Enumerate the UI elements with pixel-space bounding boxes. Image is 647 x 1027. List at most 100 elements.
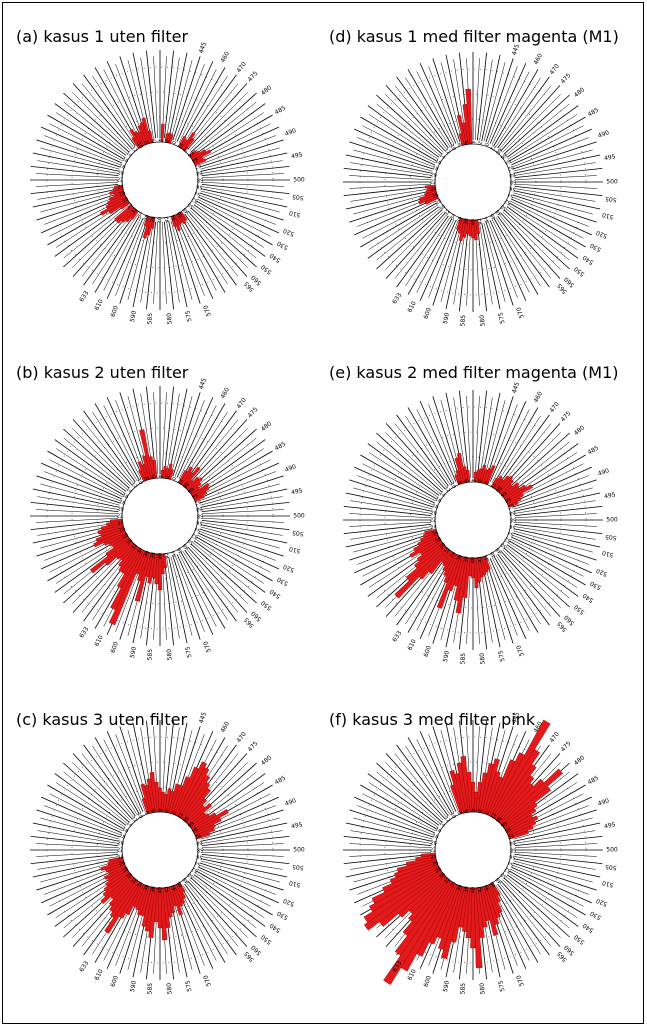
spoke-line xyxy=(499,214,552,279)
spoke-line xyxy=(49,123,123,162)
inner-label: 44 xyxy=(483,215,491,223)
spoke-line xyxy=(198,866,279,904)
inner-label: 48 xyxy=(495,546,504,555)
spoke-line xyxy=(514,836,603,847)
inner-label: 18 xyxy=(431,165,439,173)
tick-label: 610 xyxy=(406,968,417,982)
spoke-line xyxy=(168,388,188,476)
inner-label: 58 xyxy=(510,517,516,523)
inner-label: 26 xyxy=(119,190,127,198)
spoke-line xyxy=(163,720,174,809)
spoke-line xyxy=(200,188,288,208)
spoke-line xyxy=(416,409,455,483)
tick-label: 610 xyxy=(93,968,104,982)
spoke-line xyxy=(502,549,561,608)
spoke-line xyxy=(345,822,433,842)
inner-label: 18 xyxy=(118,833,126,841)
spoke-line xyxy=(509,870,586,916)
inner-label: 38 xyxy=(463,886,470,893)
spoke-line xyxy=(499,882,552,947)
spoke-line xyxy=(405,77,451,147)
spoke-line xyxy=(200,858,288,878)
inner-label: 16 xyxy=(121,492,130,500)
spoke-line xyxy=(81,212,134,277)
inner-label: 68 xyxy=(181,815,190,824)
spoke-line xyxy=(201,853,290,864)
spoke-line xyxy=(40,190,120,213)
spoke-line xyxy=(198,532,279,570)
spoke-line xyxy=(200,526,280,549)
spoke-line xyxy=(172,56,201,141)
tick-label: 460 xyxy=(532,52,544,66)
spoke-line xyxy=(368,204,438,250)
tick-label: 520 xyxy=(595,567,608,578)
spoke-line xyxy=(483,400,506,480)
spoke-line xyxy=(495,217,541,287)
tick-label: 575 xyxy=(184,645,193,658)
inner-label: 38 xyxy=(150,886,157,893)
spoke-line xyxy=(41,796,122,834)
inner-label: 2 xyxy=(163,808,169,812)
inner-label: 58 xyxy=(510,179,516,185)
panel-a-title: (a) kasus 1 uten filter xyxy=(16,27,189,46)
spoke-line xyxy=(487,66,518,143)
spoke-line xyxy=(83,410,136,483)
spoke-line xyxy=(487,221,518,298)
spoke-line xyxy=(385,432,444,491)
inner-label: 36 xyxy=(456,884,464,892)
spoke-line xyxy=(189,428,248,487)
spoke-line xyxy=(405,745,451,815)
tick-label: 540 xyxy=(581,922,595,934)
tick-label: 495 xyxy=(291,151,304,160)
tick-label: 580 xyxy=(166,983,174,995)
spoke-line xyxy=(166,57,180,139)
inner-label: 6 xyxy=(149,139,155,143)
spoke-line xyxy=(54,204,127,257)
spoke-line xyxy=(195,872,265,918)
spoke-line xyxy=(503,432,570,493)
spoke-line xyxy=(513,492,601,512)
tick-label: 585 xyxy=(146,649,154,661)
spoke-line xyxy=(506,206,579,259)
spoke-line xyxy=(479,397,493,479)
inner-label: 20 xyxy=(430,510,437,517)
inner-label: 36 xyxy=(143,214,151,222)
inner-label: 18 xyxy=(118,499,126,507)
spoke-line xyxy=(178,405,217,479)
spoke-line xyxy=(30,502,119,513)
inner-label: 64 xyxy=(190,155,199,163)
spoke-line xyxy=(189,92,248,151)
spoke-line xyxy=(362,200,436,239)
tick-label: 600 xyxy=(423,307,433,320)
spoke-line xyxy=(187,546,248,613)
spoke-line xyxy=(495,415,541,485)
inner-label: 46 xyxy=(176,546,184,555)
inner-label: 52 xyxy=(191,865,200,873)
inner-label: 28 xyxy=(121,532,130,540)
spoke-line xyxy=(350,830,432,844)
inner-label: 46 xyxy=(489,880,497,889)
inner-label: 18 xyxy=(431,833,439,841)
inner-label: 52 xyxy=(504,865,513,873)
tick-label: 460 xyxy=(219,720,231,734)
spoke-line xyxy=(199,192,284,221)
spoke-line xyxy=(506,105,579,158)
tick-label: 633 xyxy=(78,626,90,640)
spoke-line xyxy=(200,147,280,170)
spoke-line xyxy=(182,215,228,285)
inner-label: 16 xyxy=(121,156,130,164)
spoke-line xyxy=(510,125,584,164)
tick-label: 505 xyxy=(605,863,617,871)
spoke-line xyxy=(407,407,453,484)
inner-label: 10 xyxy=(448,143,456,152)
inner-circle xyxy=(121,811,199,889)
inner-label: 68 xyxy=(494,147,503,156)
spoke-line xyxy=(182,75,228,145)
tick-label: 500 xyxy=(606,517,618,524)
inner-label: 16 xyxy=(434,826,443,834)
inner-circle xyxy=(434,481,512,559)
spoke-line xyxy=(513,860,593,883)
spoke-line xyxy=(195,112,265,158)
spoke-line xyxy=(485,559,514,644)
